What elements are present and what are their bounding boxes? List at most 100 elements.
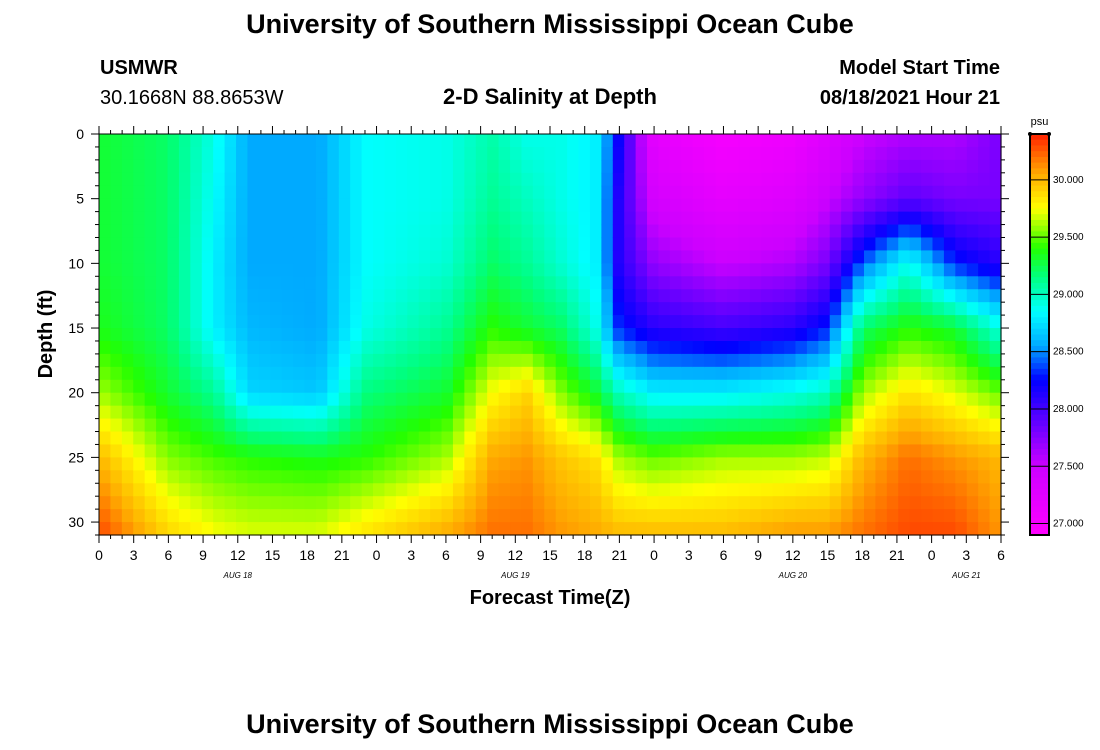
heatmap-cell: [635, 353, 648, 368]
heatmap-cell: [921, 276, 934, 290]
heatmap-cell: [567, 289, 580, 303]
heatmap-cell: [475, 418, 488, 433]
heatmap-cell: [178, 185, 191, 200]
heatmap-cell: [110, 315, 123, 329]
heatmap-cell: [909, 340, 922, 355]
heatmap-cell: [658, 134, 671, 148]
heatmap-cell: [669, 366, 682, 381]
heatmap-cell: [818, 237, 831, 252]
heatmap-cell: [966, 444, 979, 458]
heatmap-cell: [247, 509, 260, 523]
heatmap-cell: [395, 302, 408, 316]
heatmap-cell: [521, 237, 534, 252]
heatmap-cell: [863, 302, 877, 316]
heatmap-cell: [955, 276, 968, 290]
heatmap-cell: [738, 185, 751, 200]
heatmap-cell: [270, 185, 283, 200]
heatmap-cell: [418, 496, 431, 510]
heatmap-cell: [898, 340, 911, 355]
heatmap-cell: [932, 405, 945, 420]
heatmap-cell: [955, 159, 968, 174]
heatmap-cell: [841, 289, 854, 303]
heatmap-cell: [589, 483, 602, 497]
heatmap-cell: [886, 134, 899, 148]
heatmap-cell: [293, 159, 306, 174]
heatmap-cell: [133, 250, 146, 264]
heatmap-cell: [863, 237, 877, 252]
heatmap-cell: [475, 328, 488, 342]
heatmap-cell: [772, 405, 785, 420]
heatmap-cell: [669, 146, 682, 161]
heatmap-cell: [361, 483, 374, 497]
heatmap-cell: [510, 457, 523, 471]
heatmap-cell: [589, 146, 602, 161]
heatmap-cell: [475, 198, 488, 213]
heatmap-cell: [304, 483, 317, 497]
heatmap-cell: [510, 276, 523, 290]
heatmap-cell: [236, 405, 249, 420]
heatmap-cell: [578, 289, 591, 303]
heatmap-cell: [395, 366, 408, 381]
heatmap-cell: [909, 392, 922, 407]
heatmap-cell: [955, 185, 968, 200]
heatmap-cell: [167, 224, 180, 239]
heatmap-cell: [384, 405, 397, 420]
heatmap-cell: [418, 444, 431, 458]
heatmap-cell: [681, 379, 694, 394]
heatmap-cell: [898, 250, 911, 264]
heatmap-cell: [144, 211, 157, 226]
heatmap-cell: [921, 250, 934, 264]
heatmap-cell: [784, 405, 797, 420]
heatmap-cell: [532, 457, 545, 471]
heatmap-cell: [567, 470, 580, 484]
heatmap-cell: [898, 185, 911, 200]
heatmap-cell: [921, 418, 934, 433]
heatmap-cell: [99, 431, 112, 446]
heatmap-cell: [863, 198, 877, 213]
heatmap-cell: [430, 379, 443, 394]
heatmap-cell: [875, 392, 888, 407]
heatmap-cell: [350, 146, 363, 161]
heatmap-cell: [464, 457, 477, 471]
heatmap-cell: [167, 405, 180, 420]
heatmap-cell: [373, 353, 386, 368]
heatmap-cell: [943, 431, 956, 446]
heatmap-cell: [521, 470, 534, 484]
heatmap-cell: [373, 405, 386, 420]
heatmap-cell: [669, 444, 682, 458]
heatmap-cell: [658, 444, 671, 458]
heatmap-cell: [395, 134, 408, 148]
heatmap-cell: [201, 379, 214, 394]
heatmap-cell: [532, 366, 545, 381]
heatmap-cell: [338, 392, 351, 407]
heatmap-cell: [749, 405, 762, 420]
heatmap-cell: [498, 431, 511, 446]
heatmap-cell: [658, 315, 671, 329]
colorbar-band: [1030, 529, 1049, 536]
heatmap-cell: [532, 379, 545, 394]
heatmap-cell: [863, 379, 877, 394]
heatmap-cell: [99, 237, 112, 252]
heatmap-cell: [647, 483, 660, 497]
heatmap-cell: [487, 470, 500, 484]
heatmap-cell: [806, 250, 819, 264]
heatmap-cell: [681, 470, 694, 484]
heatmap-cell: [624, 224, 637, 239]
heatmap-cell: [224, 457, 237, 471]
heatmap-cell: [167, 457, 180, 471]
heatmap-cell: [213, 211, 226, 226]
heatmap-cell: [258, 379, 271, 394]
heatmap-cell: [464, 431, 477, 446]
x-tick-label: 12: [230, 547, 246, 563]
heatmap-cell: [841, 496, 854, 510]
heatmap-cell: [669, 224, 682, 239]
heatmap-cell: [738, 159, 751, 174]
heatmap-cell: [601, 276, 614, 290]
heatmap-cell: [795, 496, 808, 510]
heatmap-cell: [167, 418, 180, 433]
heatmap-cell: [373, 237, 386, 252]
heatmap-cell: [772, 509, 785, 523]
heatmap-cell: [932, 263, 945, 277]
heatmap-cell: [247, 159, 260, 174]
heatmap-cell: [921, 198, 934, 213]
